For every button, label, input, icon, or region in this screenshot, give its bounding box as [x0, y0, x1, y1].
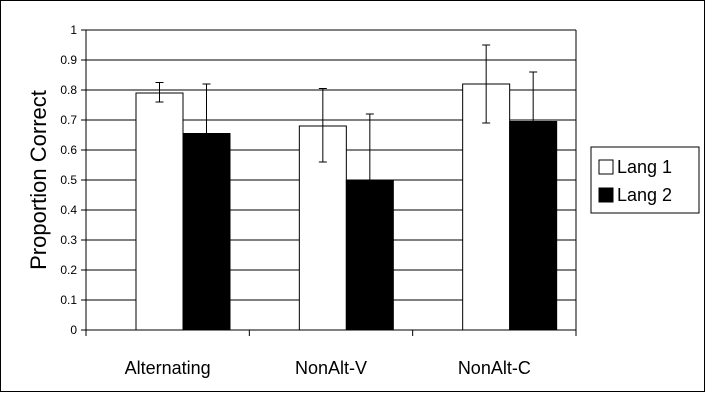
y-tick-label-8: 0.8 [60, 83, 77, 97]
bars [135, 83, 558, 331]
y-axis-label: Proportion Correct [26, 90, 51, 270]
x-tick-label-nonalt-v: NonAlt-V [295, 358, 367, 378]
bar-lang-2-nonalt-c [509, 121, 558, 331]
error-bars [155, 44, 538, 180]
y-tick-label-5: 0.5 [60, 173, 77, 187]
error-bar-lang-2-nonalt-c [529, 71, 538, 122]
bar-lang-2-alternating [182, 133, 231, 331]
y-tick-label-3: 0.3 [60, 233, 77, 247]
error-bar-lang-1-nonalt-c [482, 44, 491, 124]
y-tick-labels: 0 0.1 0.2 0.3 0.4 0.5 0.6 0.7 0.8 0.9 1 [60, 23, 77, 337]
y-tick-label-2: 0.2 [60, 263, 77, 277]
y-tick-label-9: 0.9 [60, 53, 77, 67]
bar-lang-1-nonalt-c [462, 83, 511, 331]
y-tick-label-1: 0.1 [60, 293, 77, 307]
legend-label-lang-1: Lang 1 [617, 157, 672, 177]
legend-label-lang-2: Lang 2 [617, 185, 672, 205]
error-bar-lang-1-nonalt-v [318, 88, 327, 163]
legend: Lang 1 Lang 2 [590, 146, 700, 214]
y-tick-label-7: 0.7 [60, 113, 77, 127]
legend-swatch-lang-2 [598, 187, 614, 203]
legend-swatch-lang-1 [598, 159, 614, 175]
y-tick-label-4: 0.4 [60, 203, 77, 217]
error-bar-lang-2-alternating [202, 83, 211, 134]
bar-lang-1-alternating [135, 92, 184, 331]
y-tick-label-0: 0 [70, 323, 77, 337]
error-bar-lang-2-nonalt-v [365, 113, 374, 180]
x-tick-label-nonalt-c: NonAlt-C [458, 358, 531, 378]
y-tick-label-10: 1 [70, 23, 77, 37]
x-tick-label-alternating: Alternating [125, 358, 211, 378]
x-tick-labels: Alternating NonAlt-V NonAlt-C [125, 358, 531, 378]
y-tick-label-6: 0.6 [60, 143, 77, 157]
bar-lang-2-nonalt-v [345, 179, 394, 331]
error-bar-lang-1-alternating [155, 82, 164, 103]
